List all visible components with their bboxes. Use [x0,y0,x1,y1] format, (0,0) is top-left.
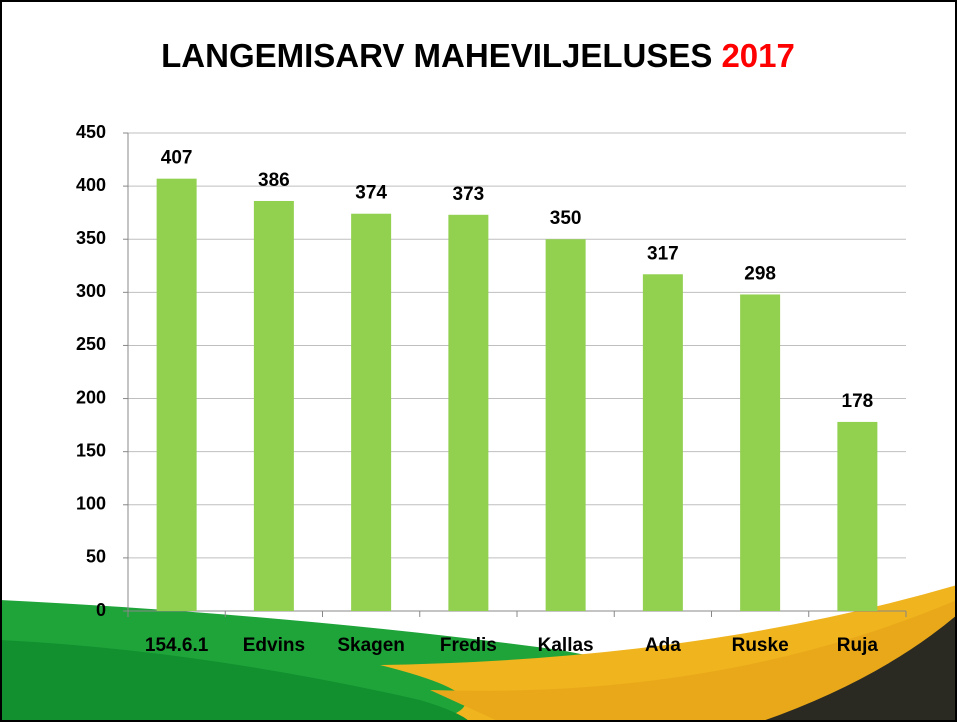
x-tick-label: Skagen [337,635,405,656]
y-tick-label: 350 [76,228,106,248]
x-tick-label: Kallas [538,635,594,656]
y-tick-label: 150 [76,440,106,460]
value-label: 317 [647,243,679,264]
y-tick-label: 250 [76,334,106,354]
title-year: 2017 [721,37,794,74]
x-tick-label: Ruja [837,635,879,656]
y-tick-label: 200 [76,387,106,407]
bar [546,239,586,611]
x-tick-label: Edvins [243,635,305,656]
value-label: 374 [355,183,387,204]
value-label: 350 [550,208,582,229]
y-tick-label: 450 [76,122,106,142]
value-label: 386 [258,170,290,191]
y-tick-label: 300 [76,281,106,301]
value-label: 298 [744,263,776,284]
x-tick-label: 154.6.1 [145,635,209,656]
slide: LANGEMISARV MAHEVILJELUSES2017 0 50 100 150… [0,0,957,722]
bar [254,201,294,611]
y-tick-label: 50 [86,547,106,567]
value-label: 407 [161,148,193,169]
value-label: 178 [842,391,874,412]
bar [448,215,488,611]
bar [740,294,780,611]
title-text: LANGEMISARV MAHEVILJELUSES [161,37,712,74]
y-tick-label: 0 [96,600,106,620]
value-label: 373 [453,184,485,205]
y-tick-label: 100 [76,494,106,514]
bar [643,274,683,611]
y-tick-label: 400 [76,175,106,195]
bar [837,422,877,611]
x-tick-label: Ruske [732,635,789,656]
bar [157,179,197,611]
x-tick-label: Ada [645,635,681,656]
x-tick-label: Fredis [440,635,497,656]
bar [351,214,391,611]
